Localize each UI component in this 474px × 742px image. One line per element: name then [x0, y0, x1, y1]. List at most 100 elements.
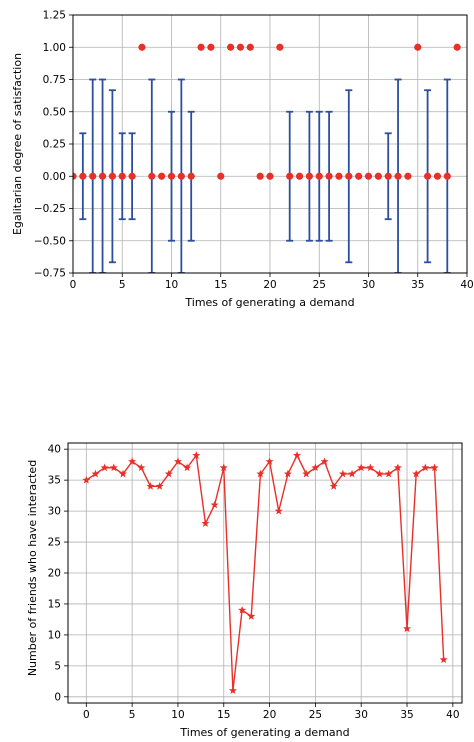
chart1-point — [227, 43, 235, 51]
chart1-points — [73, 43, 461, 180]
chart2-point — [430, 463, 439, 472]
chart1-point — [315, 172, 323, 180]
chart1-y-tick-label: −0.50 — [34, 235, 66, 247]
chart2-point — [256, 469, 265, 478]
chart1-point — [433, 172, 442, 180]
chart2-grid — [68, 443, 462, 703]
chart2-point — [137, 463, 146, 472]
chart1-y-tick-label: 1.00 — [43, 42, 66, 54]
chart1-x-axis-label: Times of generating a demand — [184, 296, 354, 309]
chart1-y-ticks: −0.75 −0.50 −0.25 0.00 0.25 0.50 0.75 1.00 1.25 — [34, 10, 73, 280]
chart1-point — [236, 43, 245, 51]
chart1-x-ticks: 0 5 10 15 20 25 30 35 40 — [70, 273, 474, 291]
chart2-point — [91, 469, 100, 478]
chart1-point — [187, 172, 195, 180]
chart1-x-tick-label: 20 — [263, 279, 276, 291]
chart2-point — [228, 686, 237, 695]
chart2-point — [329, 482, 338, 490]
chart1-point — [79, 172, 87, 180]
chart1-point — [276, 43, 284, 51]
chart1-point — [207, 43, 215, 51]
chart2-x-tick-label: 40 — [446, 709, 459, 721]
chart1-x-tick-label: 35 — [411, 279, 424, 291]
chart1-x-tick-label: 25 — [313, 279, 326, 291]
chart1-point — [394, 172, 402, 180]
chart1-point — [345, 172, 353, 180]
chart1-point — [335, 172, 343, 180]
chart1-point — [197, 43, 205, 51]
chart2-point — [421, 463, 430, 472]
chart1-point — [108, 172, 116, 180]
chart2-point — [338, 469, 347, 478]
chart2-point — [403, 624, 412, 633]
chart1-y-tick-label: −0.75 — [34, 268, 66, 280]
chart1-x-tick-label: 0 — [70, 279, 77, 291]
chart2-point — [128, 457, 137, 465]
chart1-point — [384, 172, 392, 180]
chart2-point — [173, 457, 182, 465]
chart1-point — [177, 172, 185, 180]
chart2-point — [348, 469, 357, 478]
chart2-point — [82, 475, 91, 484]
chart1-point — [453, 43, 461, 51]
chart2-x-ticks: 0 5 10 15 20 25 30 35 40 — [83, 703, 460, 721]
chart2-point — [201, 519, 210, 527]
chart1-point — [266, 172, 274, 180]
chart1-x-tick-label: 40 — [460, 279, 473, 291]
chart2-point — [118, 469, 127, 478]
chart2-x-tick-label: 30 — [355, 709, 368, 721]
chart2-point — [274, 506, 283, 515]
chart2-point — [357, 463, 366, 472]
chart1-y-tick-label: 0.75 — [43, 74, 66, 86]
chart2-point — [293, 451, 302, 459]
chart1-x-tick-label: 5 — [119, 279, 126, 291]
chart1-y-tick-label: 0.25 — [43, 139, 66, 151]
chart2-y-tick-label: 15 — [48, 598, 61, 610]
chart1-point — [118, 172, 126, 180]
chart2-x-tick-label: 35 — [400, 709, 413, 721]
chart1-point — [256, 172, 264, 180]
chart1-point — [128, 172, 136, 180]
chart2-x-tick-label: 5 — [129, 709, 136, 721]
chart1-point — [89, 172, 97, 180]
chart1-y-tick-label: −0.25 — [34, 203, 66, 215]
chart1-point — [246, 43, 254, 51]
chart2-point — [164, 469, 173, 478]
chart1-x-tick-label: 10 — [165, 279, 178, 291]
chart2-x-tick-label: 0 — [83, 709, 90, 721]
chart1-x-tick-label: 30 — [362, 279, 375, 291]
chart2-series-line — [85, 453, 445, 691]
chart1-point — [217, 172, 225, 180]
chart2-x-tick-label: 15 — [217, 709, 230, 721]
chart2-point — [375, 469, 384, 478]
chart2-point — [265, 457, 274, 465]
chart1-y-tick-label: 1.25 — [43, 10, 66, 22]
chart2-y-tick-label: 20 — [48, 568, 61, 580]
chart2-y-tick-label: 10 — [48, 629, 61, 641]
chart2-point — [439, 655, 448, 664]
chart2-point — [183, 463, 192, 472]
chart1-point — [325, 172, 333, 180]
chart2-point — [384, 469, 393, 478]
chart1-y-axis-label: Egalitarian degree of satisfaction — [11, 53, 24, 235]
chart1-x-tick-label: 15 — [214, 279, 227, 291]
chart2-point — [192, 451, 201, 459]
chart2-points — [82, 451, 448, 695]
chart1-point — [443, 172, 451, 180]
chart2-point — [247, 612, 256, 620]
chart2-point — [100, 463, 109, 472]
chart2-y-tick-label: 5 — [54, 660, 61, 672]
chart2-point — [393, 463, 402, 472]
chart1-point — [286, 172, 294, 180]
chart2-point — [366, 463, 375, 472]
chart1-point — [424, 172, 432, 180]
chart2-point — [210, 500, 219, 509]
chart2-y-tick-label: 25 — [48, 537, 61, 549]
chart2-x-tick-label: 20 — [263, 709, 276, 721]
chart2-point — [412, 469, 421, 478]
chart1-point — [148, 172, 156, 180]
chart2-point — [109, 463, 118, 472]
chart2-point — [155, 482, 164, 490]
chart2-y-axis-label: Number of friends who have interacted — [26, 460, 39, 676]
chart2-point — [311, 463, 320, 472]
